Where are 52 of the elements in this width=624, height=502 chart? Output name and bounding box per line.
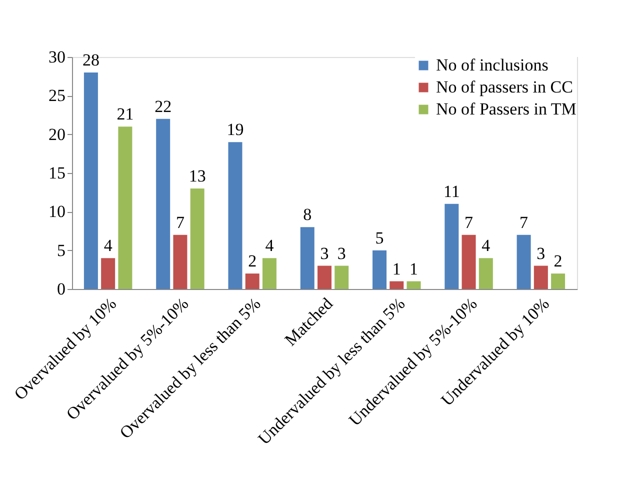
legend-label: No of passers in CC bbox=[436, 78, 573, 96]
legend-label: No of Passers in TM bbox=[436, 100, 576, 118]
bar bbox=[156, 118, 170, 289]
data-label: 2 bbox=[248, 252, 257, 271]
bar bbox=[516, 234, 531, 289]
data-label: 5 bbox=[375, 228, 384, 248]
data-label: 4 bbox=[104, 236, 113, 256]
data-label: 22 bbox=[154, 96, 172, 116]
data-label: 1 bbox=[410, 259, 418, 278]
data-label: 11 bbox=[443, 182, 460, 201]
bar bbox=[406, 281, 421, 289]
data-label: 1 bbox=[392, 259, 401, 278]
data-label: 13 bbox=[188, 166, 206, 186]
data-label: 7 bbox=[176, 212, 185, 232]
y-tick-label: 30 bbox=[48, 48, 66, 66]
bar bbox=[228, 142, 242, 289]
bar bbox=[84, 72, 98, 289]
data-label: 19 bbox=[226, 120, 244, 140]
data-label: 8 bbox=[303, 205, 312, 224]
legend-label: No of inclusions bbox=[436, 56, 548, 74]
y-tick-label: 5 bbox=[57, 240, 66, 260]
y-tick-label: 25 bbox=[48, 86, 66, 106]
bar bbox=[462, 234, 476, 289]
bar bbox=[190, 188, 204, 289]
data-label: 21 bbox=[116, 104, 134, 124]
y-tick-label: 10 bbox=[48, 202, 66, 222]
data-label: 3 bbox=[320, 244, 329, 263]
bar bbox=[101, 258, 116, 289]
data-label: 2 bbox=[554, 252, 562, 271]
data-label: 3 bbox=[536, 244, 546, 263]
bar bbox=[118, 126, 132, 289]
data-label: 28 bbox=[82, 50, 100, 70]
bar bbox=[300, 227, 314, 289]
data-label: 4 bbox=[265, 236, 274, 256]
bar bbox=[551, 274, 566, 289]
data-label: 7 bbox=[520, 212, 529, 232]
bar bbox=[372, 250, 387, 289]
bar bbox=[262, 258, 276, 289]
bar bbox=[534, 266, 548, 289]
data-label: 7 bbox=[464, 212, 474, 232]
bar bbox=[390, 281, 404, 289]
bar bbox=[173, 234, 188, 289]
data-label: 4 bbox=[482, 236, 491, 256]
y-tick-label: 15 bbox=[48, 164, 66, 182]
bar bbox=[245, 274, 260, 289]
y-tick-label: 20 bbox=[48, 124, 66, 144]
bar bbox=[478, 258, 493, 289]
bar bbox=[444, 204, 459, 289]
y-tick-label: 0 bbox=[57, 280, 66, 298]
bar bbox=[318, 266, 332, 289]
data-label: 3 bbox=[337, 244, 346, 263]
bar bbox=[334, 266, 349, 289]
